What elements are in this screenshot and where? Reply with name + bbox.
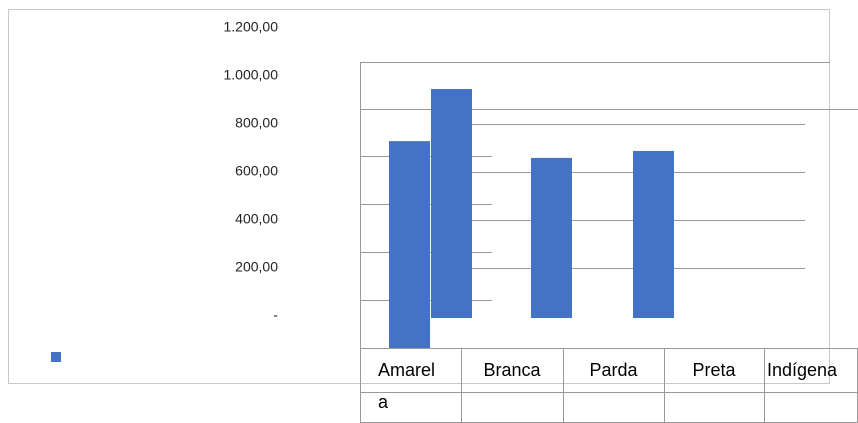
x-tick-label: Branca	[483, 360, 541, 380]
y-tick-label: 600,00	[235, 163, 278, 179]
x-tick-label: Amarela	[378, 360, 436, 412]
y-tick-label: 800,00	[235, 115, 278, 131]
y-tick-label: -	[273, 307, 278, 323]
legend-swatch	[51, 352, 61, 362]
y-tick-label: 200,00	[235, 259, 278, 275]
y-tick-label: 1.000,00	[224, 67, 279, 83]
y-tick-label: 400,00	[235, 211, 278, 227]
chart-frame	[8, 9, 830, 384]
y-tick-label: 1.200,00	[224, 19, 279, 35]
x-tick-label: Parda	[589, 360, 638, 380]
bar	[431, 89, 472, 318]
bar	[633, 150, 674, 318]
bar	[531, 157, 572, 318]
x-tick-label: Indígena	[767, 360, 838, 380]
bar	[389, 141, 430, 348]
x-tick-label: Preta	[692, 360, 736, 380]
